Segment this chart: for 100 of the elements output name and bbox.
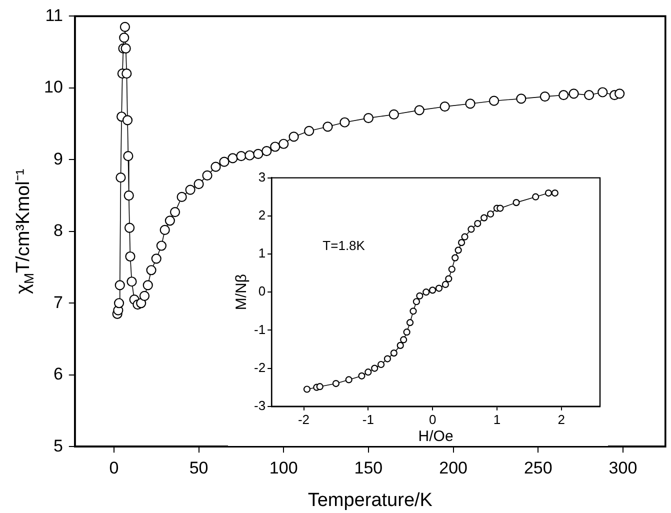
y-tick-label: 10 [44, 78, 63, 97]
point [474, 220, 482, 228]
x-tick-label: 1 [493, 412, 501, 427]
y-tick-label: 7 [53, 292, 63, 312]
point [486, 210, 494, 218]
point [185, 184, 196, 195]
x-axis-title: Temperature/K [308, 490, 433, 512]
point [210, 162, 221, 172]
point [304, 126, 314, 136]
x-tick-label: 0 [428, 412, 436, 427]
point [461, 233, 468, 240]
point [532, 193, 540, 200]
x-tick-label: 300 [608, 458, 638, 478]
point [228, 153, 238, 164]
point [551, 189, 558, 197]
x-tick-label: 100 [269, 458, 298, 478]
point [429, 286, 436, 294]
point [340, 117, 350, 128]
point [114, 280, 125, 290]
point [442, 280, 449, 288]
point [332, 380, 340, 388]
point [558, 90, 569, 100]
point [176, 192, 187, 202]
point [322, 122, 333, 132]
x-axis-title: H/Oe [418, 428, 454, 446]
point [278, 138, 289, 149]
x-tick-label: -2 [298, 412, 310, 427]
point [142, 280, 153, 290]
x-tick-label: 200 [439, 458, 468, 478]
point [465, 98, 476, 109]
y-axis-title: χMT/cm³Kmol⁻¹ [13, 168, 36, 294]
point [120, 43, 131, 54]
x-tick-label: 50 [189, 458, 208, 478]
point [303, 386, 311, 393]
point [468, 226, 475, 233]
point [403, 328, 410, 336]
y-tick-label: 2 [258, 207, 266, 222]
x-tick-label: -1 [362, 412, 374, 427]
point [435, 284, 443, 292]
point [146, 265, 156, 276]
point [440, 102, 450, 112]
point [151, 254, 162, 264]
point [120, 22, 130, 32]
y-tick-label: 9 [53, 149, 63, 168]
point [119, 32, 130, 43]
point [170, 206, 180, 218]
point [396, 342, 404, 349]
point [512, 199, 520, 206]
point [253, 148, 264, 159]
point [384, 355, 392, 362]
y-tick-label: 3 [258, 169, 266, 184]
y-tick-label: 5 [53, 436, 63, 456]
point [371, 364, 378, 372]
point [244, 150, 255, 160]
point [124, 222, 135, 233]
point [126, 276, 137, 287]
y-tick-label: -2 [254, 360, 266, 375]
y-tick-label: -1 [254, 322, 266, 337]
point [122, 115, 133, 126]
point [400, 336, 408, 344]
point [262, 146, 272, 156]
x-tick-label: 150 [354, 458, 383, 478]
point [156, 240, 166, 251]
y-tick-label: 8 [53, 221, 63, 240]
point [422, 288, 430, 296]
point [540, 91, 550, 102]
point [114, 298, 124, 308]
point [544, 189, 552, 197]
point [316, 383, 324, 390]
point [358, 372, 366, 380]
point [480, 214, 488, 222]
x-tick-label: 0 [109, 458, 119, 478]
point [122, 68, 132, 79]
point [496, 204, 504, 212]
point [194, 179, 204, 190]
y-tick-label: 0 [258, 284, 266, 299]
point [364, 368, 372, 376]
point [202, 170, 212, 180]
point [345, 376, 352, 384]
point [139, 290, 150, 302]
point [414, 105, 424, 116]
y-tick-label: 1 [258, 246, 266, 261]
point [125, 251, 136, 262]
x-tick-label: 2 [558, 412, 565, 427]
point [416, 292, 424, 300]
point [412, 298, 420, 306]
point [388, 109, 399, 120]
point [164, 216, 175, 226]
point [270, 142, 280, 152]
point [363, 113, 374, 124]
point [488, 96, 500, 106]
point [448, 266, 456, 273]
y-axis-title: M/Nβ [233, 274, 250, 310]
point [236, 151, 246, 162]
point [123, 151, 134, 162]
point [219, 156, 230, 167]
y-tick-label: -3 [254, 398, 266, 413]
y-tick-label: 11 [45, 6, 63, 25]
point [116, 172, 126, 183]
point [584, 90, 594, 100]
